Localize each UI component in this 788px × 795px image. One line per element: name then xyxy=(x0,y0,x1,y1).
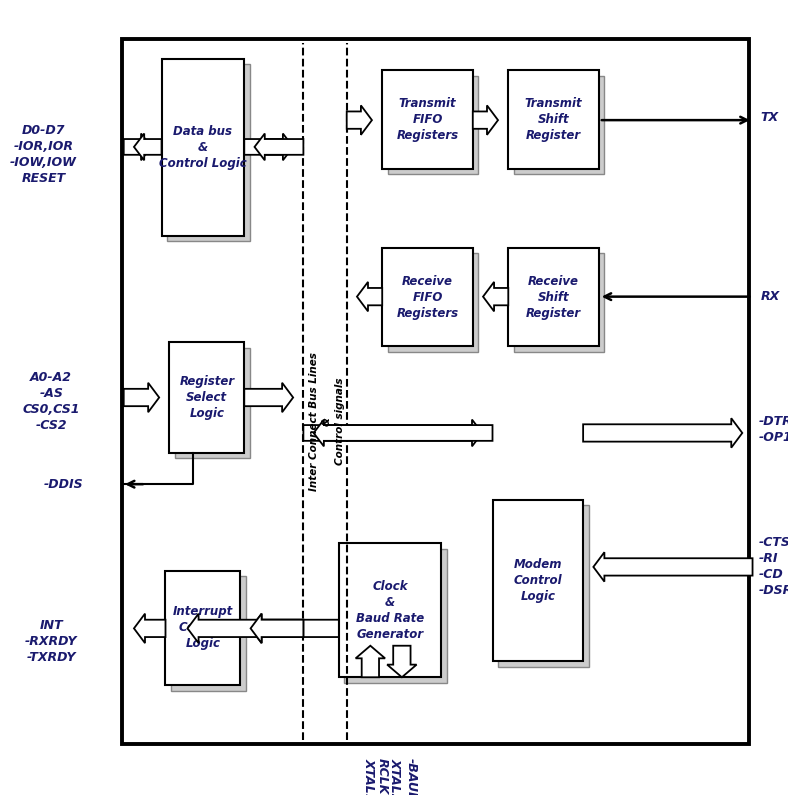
Bar xyxy=(382,71,473,169)
Text: TX: TX xyxy=(760,111,779,124)
Bar xyxy=(122,39,749,744)
Bar xyxy=(171,576,246,691)
FancyArrow shape xyxy=(303,420,482,446)
Text: -DTR,-RTS
-OP1,-OP2: -DTR,-RTS -OP1,-OP2 xyxy=(759,414,788,444)
FancyArrow shape xyxy=(124,134,151,161)
Text: Transmit
FIFO
Registers: Transmit FIFO Registers xyxy=(396,97,459,142)
Text: A0-A2
-AS
CS0,CS1
-CS2: A0-A2 -AS CS0,CS1 -CS2 xyxy=(23,371,80,432)
Bar xyxy=(514,254,604,352)
Text: Receive
Shift
Register: Receive Shift Register xyxy=(526,274,581,320)
FancyArrow shape xyxy=(357,282,382,312)
FancyArrow shape xyxy=(347,106,372,135)
Bar xyxy=(167,64,250,242)
FancyArrow shape xyxy=(134,134,162,161)
Bar xyxy=(344,549,447,683)
Text: Modem
Control
Logic: Modem Control Logic xyxy=(514,558,562,603)
Text: XTAL2: XTAL2 xyxy=(389,758,402,795)
Bar xyxy=(382,248,473,347)
Text: Receive
FIFO
Registers: Receive FIFO Registers xyxy=(396,274,459,320)
FancyArrow shape xyxy=(124,382,159,413)
Bar xyxy=(388,76,478,174)
Bar xyxy=(514,76,604,174)
FancyArrow shape xyxy=(255,134,303,161)
FancyArrow shape xyxy=(583,418,742,448)
Text: RX: RX xyxy=(760,290,779,303)
FancyArrow shape xyxy=(251,614,339,643)
Text: XTAL1: XTAL1 xyxy=(362,758,375,795)
FancyArrow shape xyxy=(314,420,492,446)
Text: -BAUDOUT: -BAUDOUT xyxy=(405,758,418,795)
FancyArrow shape xyxy=(244,382,293,413)
FancyArrow shape xyxy=(134,614,165,643)
Text: RCLK: RCLK xyxy=(376,758,388,795)
Text: Transmit
Shift
Register: Transmit Shift Register xyxy=(525,97,582,142)
Bar xyxy=(492,500,583,661)
Bar xyxy=(339,543,441,677)
Bar xyxy=(508,71,599,169)
Text: INT
-RXRDY
-TXRDY: INT -RXRDY -TXRDY xyxy=(25,619,77,665)
FancyArrow shape xyxy=(387,646,417,677)
FancyArrow shape xyxy=(251,614,303,643)
Bar xyxy=(175,348,250,458)
FancyArrow shape xyxy=(355,646,385,677)
Bar xyxy=(169,343,244,452)
Text: Interrupt
Control
Logic: Interrupt Control Logic xyxy=(173,606,233,650)
FancyArrow shape xyxy=(244,134,293,161)
Text: -CTS
-RI
-CD
-DSR: -CTS -RI -CD -DSR xyxy=(759,537,788,597)
Text: D0-D7
-IOR,IOR
-IOW,IOW
RESET: D0-D7 -IOR,IOR -IOW,IOW RESET xyxy=(10,124,76,185)
Bar xyxy=(508,248,599,347)
Text: Inter Connect Bus Lines
&
Control signals: Inter Connect Bus Lines & Control signal… xyxy=(309,351,345,491)
Bar xyxy=(498,506,589,667)
FancyArrow shape xyxy=(188,614,303,643)
FancyArrow shape xyxy=(483,282,508,312)
FancyArrow shape xyxy=(473,106,498,135)
Text: Data bus
&
Control Logic: Data bus & Control Logic xyxy=(159,125,247,170)
Text: -DDIS: -DDIS xyxy=(43,478,83,491)
Text: Clock
&
Baud Rate
Generator: Clock & Baud Rate Generator xyxy=(356,580,424,641)
Bar xyxy=(388,254,478,352)
Bar xyxy=(162,59,244,236)
Bar xyxy=(165,571,240,685)
Text: Register
Select
Logic: Register Select Logic xyxy=(180,375,234,420)
FancyArrow shape xyxy=(593,553,753,582)
